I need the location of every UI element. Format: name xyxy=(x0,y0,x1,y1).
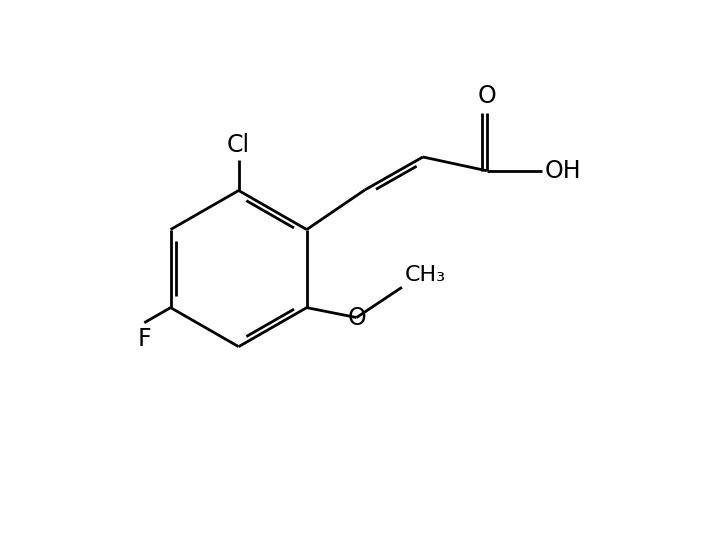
Text: O: O xyxy=(477,84,496,108)
Text: F: F xyxy=(137,327,151,351)
Text: CH₃: CH₃ xyxy=(405,264,446,284)
Text: Cl: Cl xyxy=(227,133,250,157)
Text: O: O xyxy=(347,305,366,330)
Text: OH: OH xyxy=(545,159,581,183)
